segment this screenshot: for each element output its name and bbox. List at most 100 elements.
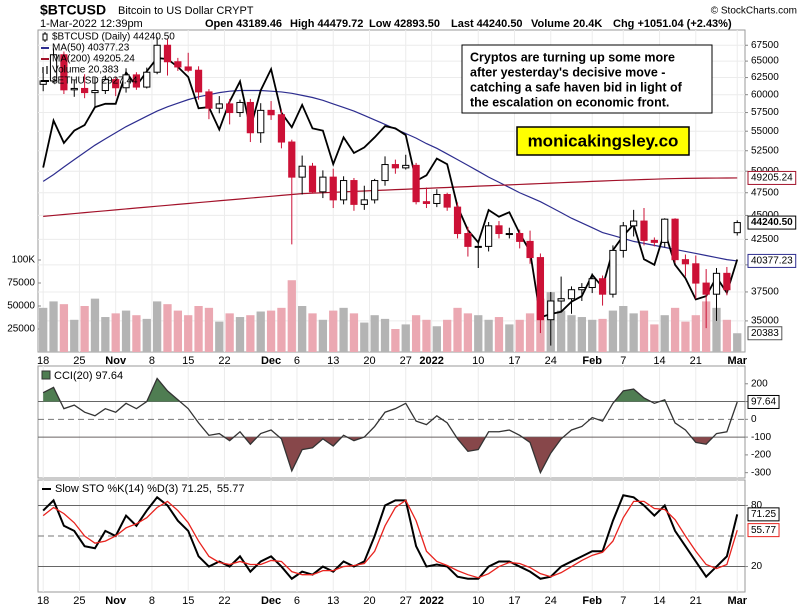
y-tick-label: 55000 [751,126,779,137]
y-tick-label: 35000 [751,316,779,327]
x-tick-label: 14 [653,595,665,607]
x-tick-label: 22 [218,595,230,607]
legend-label: Slow STO %K(14) %D(3) 71.25, [55,483,212,495]
volume-bar [391,329,400,352]
candle-body [132,74,141,88]
volume-bar [598,318,607,352]
volume-bar [360,322,369,352]
last-value-box [747,326,783,341]
candle-body [329,176,337,201]
candle-body [433,194,441,204]
candle-body [485,225,493,247]
candle-body [122,74,130,89]
volume-bar [184,315,193,352]
volume-bar [111,313,120,352]
volume-bar [411,315,421,352]
candle-body [101,79,109,92]
candle-body [702,282,710,295]
y-tick-label: 42500 [751,234,779,245]
last-value-label: 20383 [751,328,779,339]
volume-bar [266,310,276,352]
y-tick-label: 80 [751,500,763,511]
candle-body [308,165,317,193]
candle-body [205,91,213,109]
x-tick-label: Nov [105,355,127,367]
volume-bar [90,298,100,352]
volume-bar [619,306,628,352]
candle-body [339,180,348,201]
candle-body [526,240,534,259]
volume-bar [349,313,359,352]
y-tick-label: 62500 [751,72,779,83]
volume-bar [204,307,214,352]
candle-body [112,79,120,89]
y-tick-label: 52500 [751,145,779,156]
x-tick-label: 2022 [419,355,443,367]
stat: Chg +1051.04 (+2.43%) [613,18,732,30]
volume-bar [246,315,255,352]
candle-body [143,71,151,88]
candle-body [733,222,741,234]
x-tick-label: 7 [620,355,626,367]
y-tick-label: 60000 [751,89,779,100]
volume-bar [318,319,328,352]
legend-swatch [41,370,51,380]
candle-body [81,87,89,94]
legend-label: $BTCUSD (Daily) 44240.50 [52,32,175,43]
volume-bar [101,317,110,352]
candle-body [153,44,161,73]
candle-body [536,257,545,321]
volume-bar [733,333,742,352]
volume-bar [588,319,597,352]
x-tick-label: 7 [620,595,626,607]
volume-bar [380,318,390,352]
volume-bar [712,307,721,352]
candle-body [277,114,286,143]
volume-bar [80,306,89,352]
legend-label: Volume 20,383 [52,65,119,76]
banner-box [516,126,690,156]
candle-body [712,272,721,295]
volume-bar [432,326,441,352]
x-tick-label: 24 [545,355,557,367]
last-value-label: 49205.24 [751,173,793,184]
volume-bar [308,313,317,352]
legend-swatch [42,67,44,73]
candle-body [578,286,586,291]
candle-body [650,239,658,243]
candle-body [371,180,379,201]
annotation-line: after yesterday's decisive move - [470,65,665,79]
x-tick-label: 27 [400,355,412,367]
volume-bar [660,315,669,352]
stat: Last 44240.50 [451,18,523,30]
x-tick-label: 25 [73,595,85,607]
y-tick-label: 57500 [751,107,779,118]
last-value-label: 71.25 [751,509,776,520]
last-value-box [747,523,780,538]
volume-bar [329,310,338,352]
x-tick-label: 20 [363,595,375,607]
x-tick-label: 10 [472,595,484,607]
x-tick-label: Dec [261,355,281,367]
series-line [42,377,738,475]
volume-bar [287,280,296,352]
volume-bar [401,324,410,352]
x-tick-label: 15 [182,595,194,607]
annotation-line: the escalation on economic front. [470,95,669,109]
volume-bar [453,307,462,352]
x-tick-label: 8 [149,355,155,367]
candle-body [630,220,638,227]
volume-bar [639,310,649,352]
volume-tick-label: 100K [12,255,36,266]
legend-label: MA(50) 40377.23 [52,43,130,54]
candle-body [391,164,399,169]
volume-bar [142,318,151,352]
volume-bar [494,317,504,352]
symbol-name: Bitcoin to US Dollar CRYPT [118,5,254,17]
candle-body [381,164,389,182]
candle-body [723,272,731,291]
last-value-label: 40377.23 [751,256,793,267]
chart-layer: 18 25 Nov 8 15 22 Dec 6 13 20 27 2022 10 17 24 Feb 7 14 21… [7,29,797,607]
volume-bar [49,301,58,352]
volume-bar [484,319,493,352]
